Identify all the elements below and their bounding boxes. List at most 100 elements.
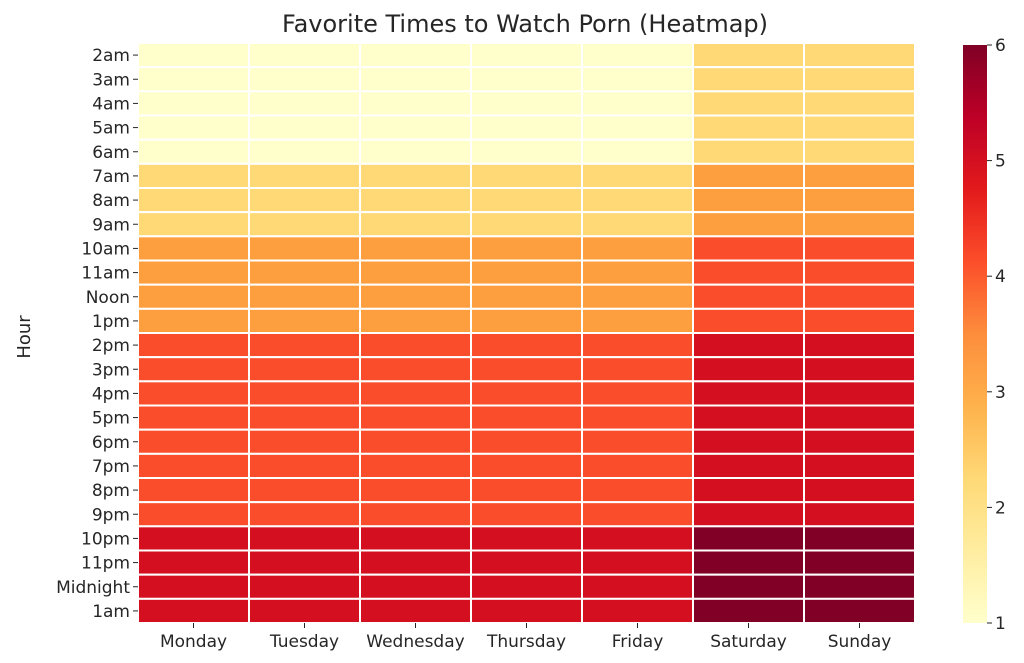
heatmap-cell: [581, 404, 694, 431]
heatmap-cell: [581, 573, 694, 600]
heatmap-cell: [137, 428, 250, 455]
heatmap-cell: [803, 235, 916, 262]
heatmap-cell: [359, 549, 472, 576]
heatmap-cell: [137, 259, 250, 286]
colorbar-tick-label: 1: [995, 614, 1006, 634]
heatmap-cell: [470, 452, 583, 480]
heatmap-cell: [692, 90, 805, 117]
heatmap-cell: [248, 211, 361, 238]
heatmap-cell: [581, 380, 694, 407]
y-tick-label: 7pm: [92, 457, 130, 477]
heatmap-cell: [137, 501, 250, 528]
heatmap-cell: [470, 211, 583, 238]
heatmap-cell: [359, 525, 472, 552]
heatmap-cell: [692, 428, 805, 455]
heatmap-cell: [803, 259, 916, 286]
heatmap-cell: [692, 283, 805, 310]
heatmap-cell: [359, 211, 472, 238]
heatmap-cell: [248, 187, 361, 214]
heatmap-cell: [248, 138, 361, 165]
heatmap-cell: [359, 332, 472, 359]
colorbar-tick-label: 3: [995, 383, 1006, 403]
heatmap-cell: [137, 42, 250, 69]
heatmap-cell: [803, 356, 916, 383]
heatmap-cell: [248, 573, 361, 600]
heatmap-cell: [581, 42, 694, 69]
heatmap-cell: [137, 283, 250, 310]
heatmap-cell: [470, 259, 583, 286]
heatmap-cell: [359, 42, 472, 69]
heatmap-cell: [581, 66, 694, 93]
heatmap-cell: [692, 66, 805, 93]
heatmap-cell: [803, 332, 916, 359]
heatmap-cell: [248, 259, 361, 286]
y-tick-label: Midnight: [56, 578, 130, 598]
y-tick-label: Noon: [86, 288, 130, 308]
heatmap-cell: [581, 597, 694, 624]
heatmap-cell: [692, 549, 805, 576]
heatmap-cell: [581, 525, 694, 552]
heatmap-cell: [137, 187, 250, 214]
heatmap-cell: [137, 597, 250, 624]
heatmap-cell: [470, 90, 583, 117]
y-tick-label: 6am: [92, 143, 130, 163]
heatmap-cell: [692, 307, 805, 335]
y-tick-label: 6pm: [92, 433, 130, 453]
heatmap-cell: [359, 90, 472, 117]
y-tick-label: 10am: [81, 239, 130, 259]
heatmap-cell: [137, 114, 250, 141]
heatmap-cell: [248, 66, 361, 93]
heatmap-cell: [248, 525, 361, 552]
heatmap-cell: [137, 573, 250, 600]
heatmap-cell: [248, 332, 361, 359]
heatmap-cell: [359, 283, 472, 310]
y-tick-label: 5pm: [92, 409, 130, 429]
heatmap-cell: [359, 428, 472, 455]
heatmap-cell: [470, 187, 583, 214]
heatmap-cell: [359, 380, 472, 407]
heatmap-cell: [470, 138, 583, 165]
heatmap-cell: [581, 356, 694, 383]
heatmap-cell: [692, 114, 805, 141]
heatmap-cell: [803, 211, 916, 238]
heatmap-cell: [803, 380, 916, 407]
heatmap-cell: [137, 138, 250, 165]
y-tick-label: 8pm: [92, 481, 130, 501]
heatmap-cell: [470, 162, 583, 189]
heatmap-cell: [470, 42, 583, 69]
heatmap-cell: [803, 573, 916, 600]
heatmap-cell: [470, 380, 583, 407]
heatmap-cell: [803, 66, 916, 93]
heatmap-cell: [692, 235, 805, 262]
x-tick-label: Wednesday: [366, 632, 464, 652]
y-tick-label: 1pm: [92, 312, 130, 332]
heatmap-cell: [359, 114, 472, 141]
heatmap-cell: [692, 477, 805, 504]
y-tick-label: 4pm: [92, 384, 130, 404]
heatmap-cell: [803, 477, 916, 504]
heatmap-cell: [137, 404, 250, 431]
heatmap-cell: [803, 187, 916, 214]
heatmap-cell: [803, 525, 916, 552]
heatmap-cell: [248, 235, 361, 262]
heatmap-cell: [692, 356, 805, 383]
y-tick-label: 11am: [81, 264, 130, 284]
heatmap-cell: [248, 307, 361, 335]
x-tick-label: Saturday: [710, 632, 787, 652]
heatmap-cell: [359, 307, 472, 335]
heatmap-cell: [581, 211, 694, 238]
heatmap-cell: [692, 42, 805, 69]
heatmap-cell: [359, 404, 472, 431]
heatmap-cell: [692, 138, 805, 165]
heatmap-cell: [803, 90, 916, 117]
heatmap-cell: [581, 138, 694, 165]
heatmap-cell: [692, 380, 805, 407]
x-tick-label: Monday: [160, 632, 227, 652]
heatmap-cell: [359, 597, 472, 624]
heatmap-cell: [359, 138, 472, 165]
y-tick-label: 2am: [92, 46, 130, 66]
heatmap-cell: [137, 211, 250, 238]
heatmap-cell: [359, 501, 472, 528]
heatmap-cell: [248, 162, 361, 189]
heatmap-cell: [803, 162, 916, 189]
